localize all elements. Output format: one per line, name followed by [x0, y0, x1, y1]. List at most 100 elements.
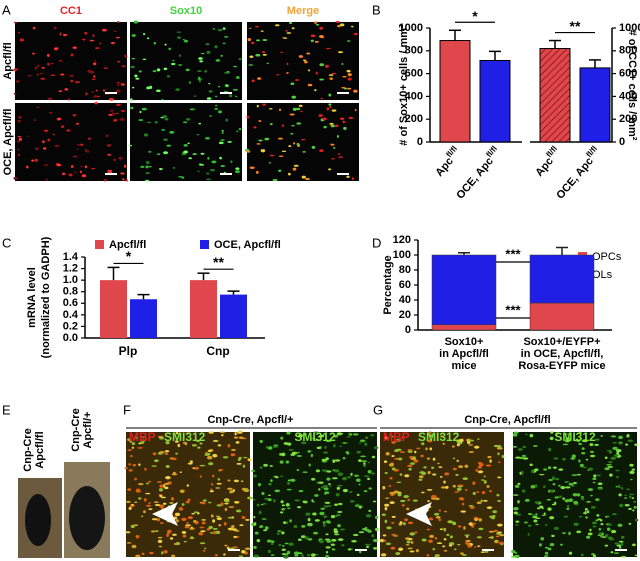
cell	[333, 444, 336, 448]
cell	[13, 21, 18, 24]
cell	[273, 445, 278, 449]
cell	[464, 534, 470, 537]
cell	[303, 433, 308, 436]
cell	[291, 124, 295, 127]
cell	[113, 118, 118, 122]
legend-label: OCE, Apcfl/fl	[214, 239, 281, 251]
cell	[218, 85, 221, 88]
column-header: Sox10	[170, 5, 202, 17]
cell	[336, 432, 343, 436]
cell	[444, 510, 447, 513]
cell	[89, 39, 95, 42]
cell	[627, 439, 633, 443]
cell	[156, 153, 161, 156]
cell	[563, 515, 568, 518]
cell	[511, 555, 516, 558]
cell	[285, 460, 290, 464]
cell	[76, 148, 79, 151]
y-tick-label: 0	[405, 324, 411, 336]
cell	[345, 451, 350, 454]
cell	[214, 553, 218, 557]
micrograph	[247, 22, 359, 100]
cell	[535, 516, 538, 519]
cell	[358, 531, 365, 534]
cell	[460, 510, 467, 513]
cell	[191, 512, 195, 515]
cell	[80, 165, 83, 168]
cell	[608, 450, 613, 454]
bar	[479, 59, 511, 143]
cell	[558, 468, 564, 471]
cell	[478, 461, 482, 465]
cell	[432, 457, 436, 461]
cell	[396, 481, 402, 484]
cell	[392, 535, 399, 537]
cell	[175, 452, 178, 455]
cell	[630, 478, 633, 481]
y-axis-label: Percentage	[382, 255, 394, 314]
cell	[615, 449, 622, 453]
cell	[615, 469, 620, 472]
cell	[371, 472, 375, 475]
cell	[477, 470, 484, 474]
cell	[366, 514, 372, 518]
row-label: Apcfl/fl	[2, 42, 14, 79]
cell	[335, 493, 340, 497]
cell	[571, 454, 576, 458]
cell	[407, 449, 412, 451]
cell	[326, 505, 332, 507]
cell	[322, 523, 326, 527]
cell	[440, 486, 447, 489]
mouse-label: Cnp-Cre	[22, 428, 34, 471]
cell	[446, 533, 450, 537]
cell	[188, 157, 192, 160]
panel-title: Cnp-Cre, Apcfl/+	[207, 414, 293, 426]
cell	[513, 511, 518, 515]
cell	[448, 544, 453, 547]
cell	[47, 97, 53, 101]
cell	[153, 41, 156, 45]
cell	[426, 553, 430, 557]
bar	[529, 302, 595, 331]
scale-bar	[337, 173, 349, 175]
legend-swatch	[95, 240, 104, 249]
cell	[301, 525, 306, 528]
cell	[164, 482, 170, 486]
cell	[34, 66, 38, 70]
cell	[310, 437, 316, 440]
cell	[158, 167, 163, 171]
cell	[307, 450, 312, 453]
cell	[442, 442, 445, 445]
cell	[334, 469, 340, 473]
cell	[608, 538, 615, 541]
cell	[269, 123, 273, 126]
cell	[324, 538, 331, 541]
cell	[250, 470, 256, 472]
cell	[286, 32, 292, 34]
cell	[118, 156, 123, 160]
cell	[178, 176, 183, 178]
cell	[18, 137, 23, 141]
cell	[164, 486, 169, 490]
y-tick-label: 1.0	[63, 274, 78, 286]
cell	[435, 515, 441, 519]
cell	[171, 554, 176, 558]
cell	[255, 170, 259, 174]
cell	[529, 463, 533, 467]
cell	[598, 527, 602, 531]
cell	[156, 518, 161, 522]
cell	[321, 458, 327, 461]
cell	[451, 445, 455, 448]
cell	[533, 445, 538, 447]
cell	[165, 475, 171, 480]
cell	[289, 478, 296, 482]
cell	[141, 552, 145, 556]
cell	[363, 464, 366, 468]
cell	[256, 143, 261, 145]
cell	[224, 508, 228, 511]
cell	[474, 445, 480, 449]
legend-label: Apcfl/fl	[109, 239, 146, 251]
cell	[281, 531, 285, 535]
cell	[372, 500, 377, 503]
cell	[217, 444, 222, 447]
